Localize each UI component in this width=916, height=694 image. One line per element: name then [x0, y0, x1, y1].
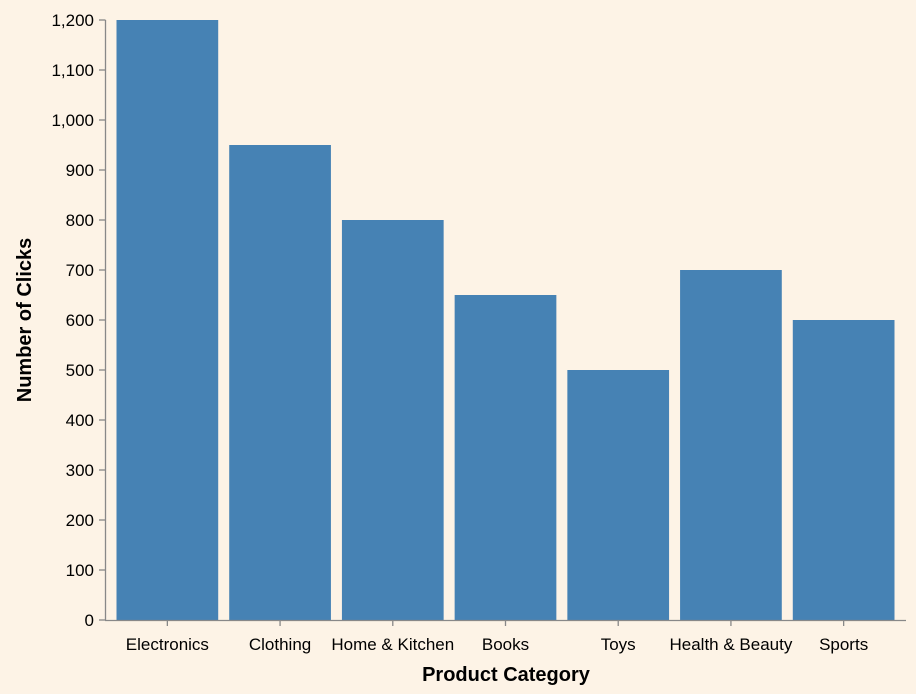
x-tick-label-home-kitchen: Home & Kitchen: [331, 635, 454, 654]
y-tick-label-0: 0: [85, 611, 94, 630]
y-tick-label-600: 600: [66, 311, 94, 330]
bar-sports: [792, 320, 895, 620]
y-tick-label-800: 800: [66, 211, 94, 230]
bar-toys: [567, 370, 670, 620]
y-axis-title: Number of Clicks: [14, 238, 36, 402]
y-axis: 0 100 200 300 400 500 600 700 800 900 1,000 1,100 1,…: [51, 11, 107, 630]
y-tick-label-1100: 1,100: [51, 61, 94, 80]
y-tick-label-400: 400: [66, 411, 94, 430]
bar-health-beauty: [680, 270, 782, 620]
y-tick-label-900: 900: [66, 161, 94, 180]
y-tick-label-500: 500: [66, 361, 94, 380]
y-tick-label-1200: 1,200: [51, 11, 94, 30]
x-tick-label-books: Books: [482, 635, 529, 654]
bar-clothing: [229, 145, 331, 620]
x-axis: Electronics Clothing Home & Kitchen Books To…: [105, 619, 906, 654]
x-tick-label-toys: Toys: [601, 635, 636, 654]
x-axis-title: Product Category: [422, 664, 591, 686]
x-tick-label-electronics: Electronics: [126, 635, 209, 654]
x-tick-label-health-beauty: Health & Beauty: [669, 635, 792, 654]
y-tick-label-1000: 1,000: [51, 111, 94, 130]
bar-electronics: [116, 20, 219, 620]
y-tick-label-700: 700: [66, 261, 94, 280]
y-tick-label-100: 100: [66, 561, 94, 580]
bar-books: [454, 295, 557, 620]
x-tick-label-clothing: Clothing: [249, 635, 311, 654]
y-tick-label-300: 300: [66, 461, 94, 480]
bar-home-kitchen: [341, 220, 444, 620]
bars-group: [116, 20, 895, 620]
x-tick-label-sports: Sports: [819, 635, 868, 654]
y-tick-label-200: 200: [66, 511, 94, 530]
